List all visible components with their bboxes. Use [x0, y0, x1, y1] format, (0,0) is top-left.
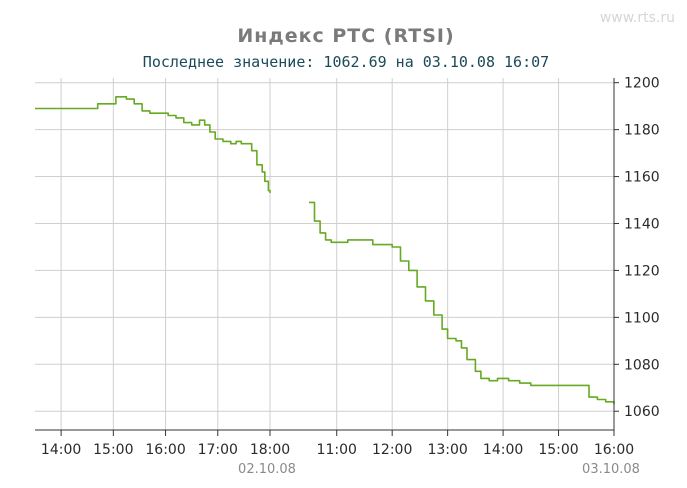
x-tick-label: 13:00 [427, 442, 467, 458]
watermark: www.rts.ru [600, 10, 675, 26]
x-tick-label: 14:00 [483, 442, 523, 458]
y-tick-label: 1120 [624, 263, 660, 279]
date-label: 02.10.08 [238, 462, 296, 477]
x-tick-label: 16:00 [594, 442, 634, 458]
x-tick-label: 14:00 [41, 442, 81, 458]
y-tick-label: 1160 [624, 170, 660, 186]
y-tick-label: 1180 [624, 123, 660, 139]
series-lines [35, 96, 615, 405]
x-tick-label: 17:00 [198, 442, 238, 458]
y-tick-label: 1200 [624, 76, 660, 92]
x-tick-label: 15:00 [538, 442, 578, 458]
y-tick-label: 1080 [624, 357, 660, 373]
y-tick-label: 1100 [624, 310, 660, 326]
series-line [309, 201, 615, 405]
axes: 1060 1080 1100 1120 1140 1160 1180 1200 14:00 15:… [35, 76, 660, 477]
series-line [35, 96, 271, 193]
chart-subtitle: Последнее значение: 1062.69 на 03.10.08 … [143, 53, 549, 71]
x-tick-label: 18:00 [250, 442, 290, 458]
x-tick-label: 11:00 [317, 442, 357, 458]
y-tick-label: 1060 [624, 404, 660, 420]
x-tick-label: 12:00 [372, 442, 412, 458]
date-label: 03.10.08 [582, 462, 640, 477]
y-tick-label: 1140 [624, 216, 660, 232]
x-tick-label: 15:00 [93, 442, 133, 458]
x-tick-label: 16:00 [145, 442, 185, 458]
grid [35, 78, 615, 430]
chart-title: Индекс РТС (RTSI) [237, 25, 454, 47]
